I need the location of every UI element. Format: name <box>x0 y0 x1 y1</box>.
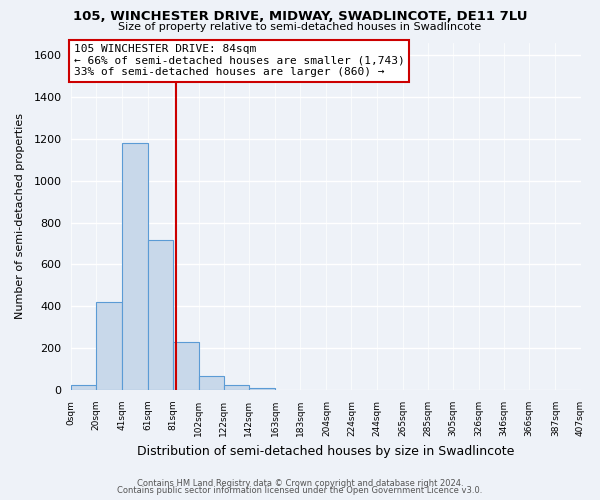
Bar <box>224 385 249 390</box>
Text: 105, WINCHESTER DRIVE, MIDWAY, SWADLINCOTE, DE11 7LU: 105, WINCHESTER DRIVE, MIDWAY, SWADLINCO… <box>73 10 527 23</box>
Bar <box>71 385 96 390</box>
Bar <box>199 376 224 390</box>
X-axis label: Distribution of semi-detached houses by size in Swadlincote: Distribution of semi-detached houses by … <box>137 444 515 458</box>
Text: Contains public sector information licensed under the Open Government Licence v3: Contains public sector information licen… <box>118 486 482 495</box>
Bar <box>96 302 122 390</box>
Y-axis label: Number of semi-detached properties: Number of semi-detached properties <box>15 114 25 320</box>
Bar <box>148 240 173 390</box>
Bar <box>122 143 148 390</box>
Text: Contains HM Land Registry data © Crown copyright and database right 2024.: Contains HM Land Registry data © Crown c… <box>137 478 463 488</box>
Text: Size of property relative to semi-detached houses in Swadlincote: Size of property relative to semi-detach… <box>118 22 482 32</box>
Bar <box>173 342 199 390</box>
Bar <box>249 388 275 390</box>
Text: 105 WINCHESTER DRIVE: 84sqm
← 66% of semi-detached houses are smaller (1,743)
33: 105 WINCHESTER DRIVE: 84sqm ← 66% of sem… <box>74 44 404 78</box>
